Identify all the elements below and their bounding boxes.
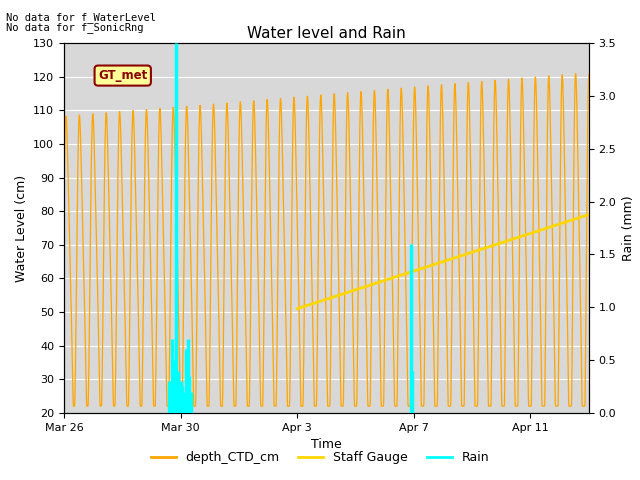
Y-axis label: Rain (mm): Rain (mm): [622, 195, 635, 261]
Title: Water level and Rain: Water level and Rain: [247, 25, 406, 41]
Legend: depth_CTD_cm, Staff Gauge, Rain: depth_CTD_cm, Staff Gauge, Rain: [145, 446, 495, 469]
Text: GT_met: GT_met: [98, 69, 147, 82]
Y-axis label: Water Level (cm): Water Level (cm): [15, 174, 28, 282]
Text: No data for f_WaterLevel: No data for f_WaterLevel: [6, 12, 156, 23]
X-axis label: Time: Time: [311, 438, 342, 451]
Text: No data for f_SonicRng: No data for f_SonicRng: [6, 22, 144, 33]
